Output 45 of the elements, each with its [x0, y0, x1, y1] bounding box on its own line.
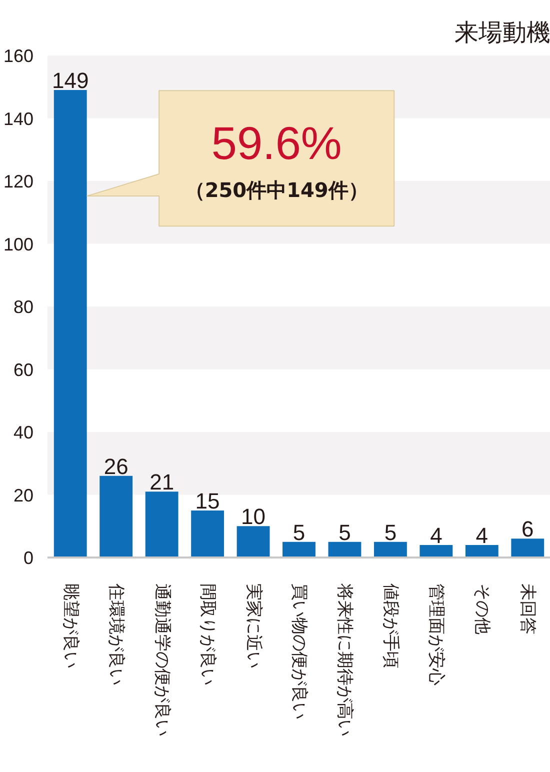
chart-title: 来場動機 [454, 18, 550, 46]
y-tick-label: 120 [3, 172, 34, 192]
data-label: 5 [338, 520, 351, 545]
x-tick-label: 未回答 [518, 584, 538, 634]
bar [465, 544, 498, 558]
annotation: （250件中149件） [184, 178, 368, 202]
y-tick-label: 20 [13, 485, 34, 506]
bar [54, 90, 87, 558]
y-tick-label: 60 [13, 360, 34, 380]
bar [282, 542, 316, 558]
y-tick-label: 160 [3, 46, 34, 66]
y-tick-label: 40 [13, 422, 34, 442]
data-label: 4 [476, 522, 488, 548]
data-label: 149 [52, 68, 89, 94]
data-label: 21 [150, 470, 174, 495]
y-tick-label: 0 [23, 548, 34, 568]
data-label: 6 [522, 516, 534, 542]
data-label: 5 [384, 520, 397, 545]
bar [191, 510, 224, 558]
x-tick-label: 住環境が良い [106, 582, 126, 686]
bar [100, 476, 133, 558]
bar [236, 526, 270, 558]
x-tick-label: 将来性に期待が高い [334, 582, 355, 736]
x-tick-label: 通勤通学の便が良い [152, 584, 172, 736]
data-label: 26 [104, 454, 128, 479]
data-label: 10 [241, 504, 266, 530]
data-label: 5 [292, 520, 306, 545]
data-label: 15 [195, 488, 220, 514]
bar [511, 538, 544, 558]
bar [328, 542, 362, 558]
x-tick-label: 管理面が安心 [426, 584, 446, 686]
bar [374, 542, 407, 558]
bar [420, 544, 453, 558]
data-label: 4 [430, 522, 442, 548]
x-tick-label: 実家に近い [243, 584, 264, 668]
y-tick-label: 80 [13, 297, 34, 317]
x-tick-label: 間取りが良い [198, 584, 218, 686]
annotation: 59.6% [211, 116, 342, 169]
bar [145, 492, 178, 558]
y-tick-label: 100 [3, 234, 34, 254]
x-tick-label: その他 [472, 584, 492, 634]
y-tick-label: 140 [3, 108, 34, 129]
x-tick-label: 眺望が良い [60, 584, 80, 668]
x-tick-label: 値段が手頃 [380, 584, 400, 668]
x-tick-label: 買い物の便が良い [289, 584, 309, 720]
